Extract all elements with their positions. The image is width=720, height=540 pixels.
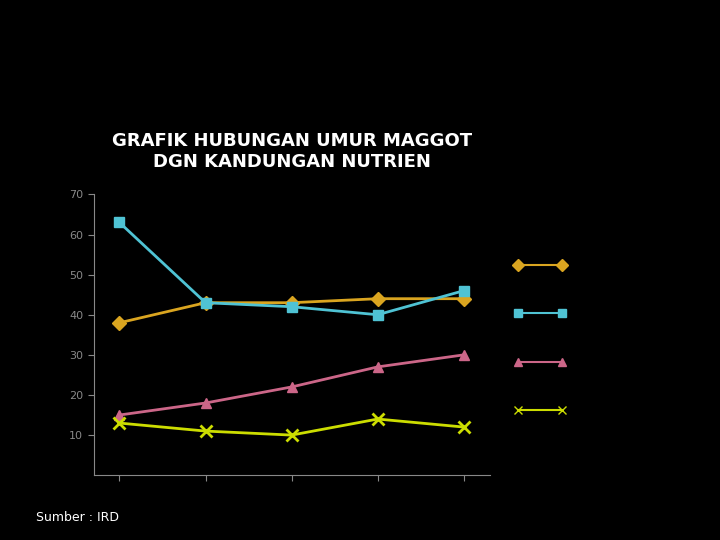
Title: GRAFIK HUBUNGAN UMUR MAGGOT
DGN KANDUNGAN NUTRIEN: GRAFIK HUBUNGAN UMUR MAGGOT DGN KANDUNGA… (112, 132, 472, 171)
Text: Sumber : IRD: Sumber : IRD (36, 511, 119, 524)
